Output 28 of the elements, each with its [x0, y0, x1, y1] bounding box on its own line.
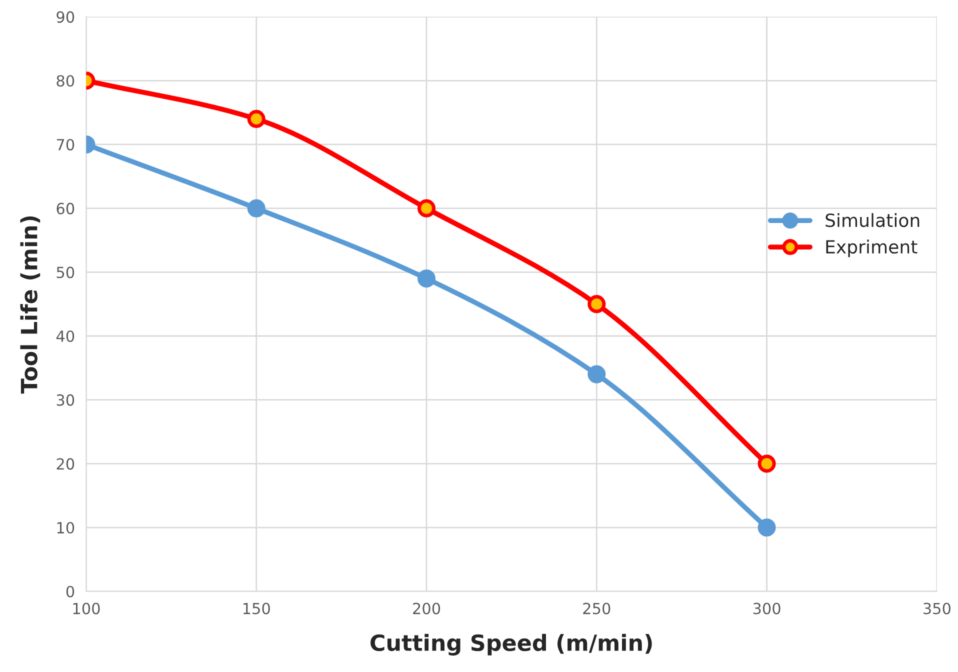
y-tick-label: 90	[56, 11, 74, 23]
y-tick-label: 10	[57, 522, 74, 534]
point	[758, 454, 776, 473]
y-tick-label: 50	[56, 266, 74, 278]
point	[247, 199, 266, 218]
y-tick-label: 40	[56, 330, 74, 342]
point	[247, 110, 266, 128]
y-tick-label: 0	[66, 586, 74, 598]
legend-label: Expriment	[826, 240, 918, 258]
x-axis-title: Cutting Speed (m/min)	[370, 634, 652, 656]
x-tick-label: 100	[73, 602, 100, 614]
x-tick-label: 300	[753, 602, 780, 614]
point	[588, 295, 606, 314]
y-tick-label: 70	[56, 138, 74, 150]
x-tick-label: 150	[243, 602, 270, 614]
point	[417, 270, 436, 288]
y-tick-label: 20	[56, 458, 74, 470]
point	[758, 518, 776, 537]
point	[588, 365, 606, 384]
legend-label: Simulation	[826, 213, 920, 228]
y-tick-label: 30	[56, 394, 74, 406]
x-tick-label: 250	[583, 602, 610, 614]
x-tick-label: 350	[924, 602, 950, 614]
y-tick-label: 60	[56, 202, 74, 214]
point	[417, 199, 436, 218]
x-tick-label: 200	[413, 602, 440, 614]
y-axis-title: Tool Life (min)	[20, 216, 40, 394]
y-tick-label: 80	[56, 75, 74, 87]
